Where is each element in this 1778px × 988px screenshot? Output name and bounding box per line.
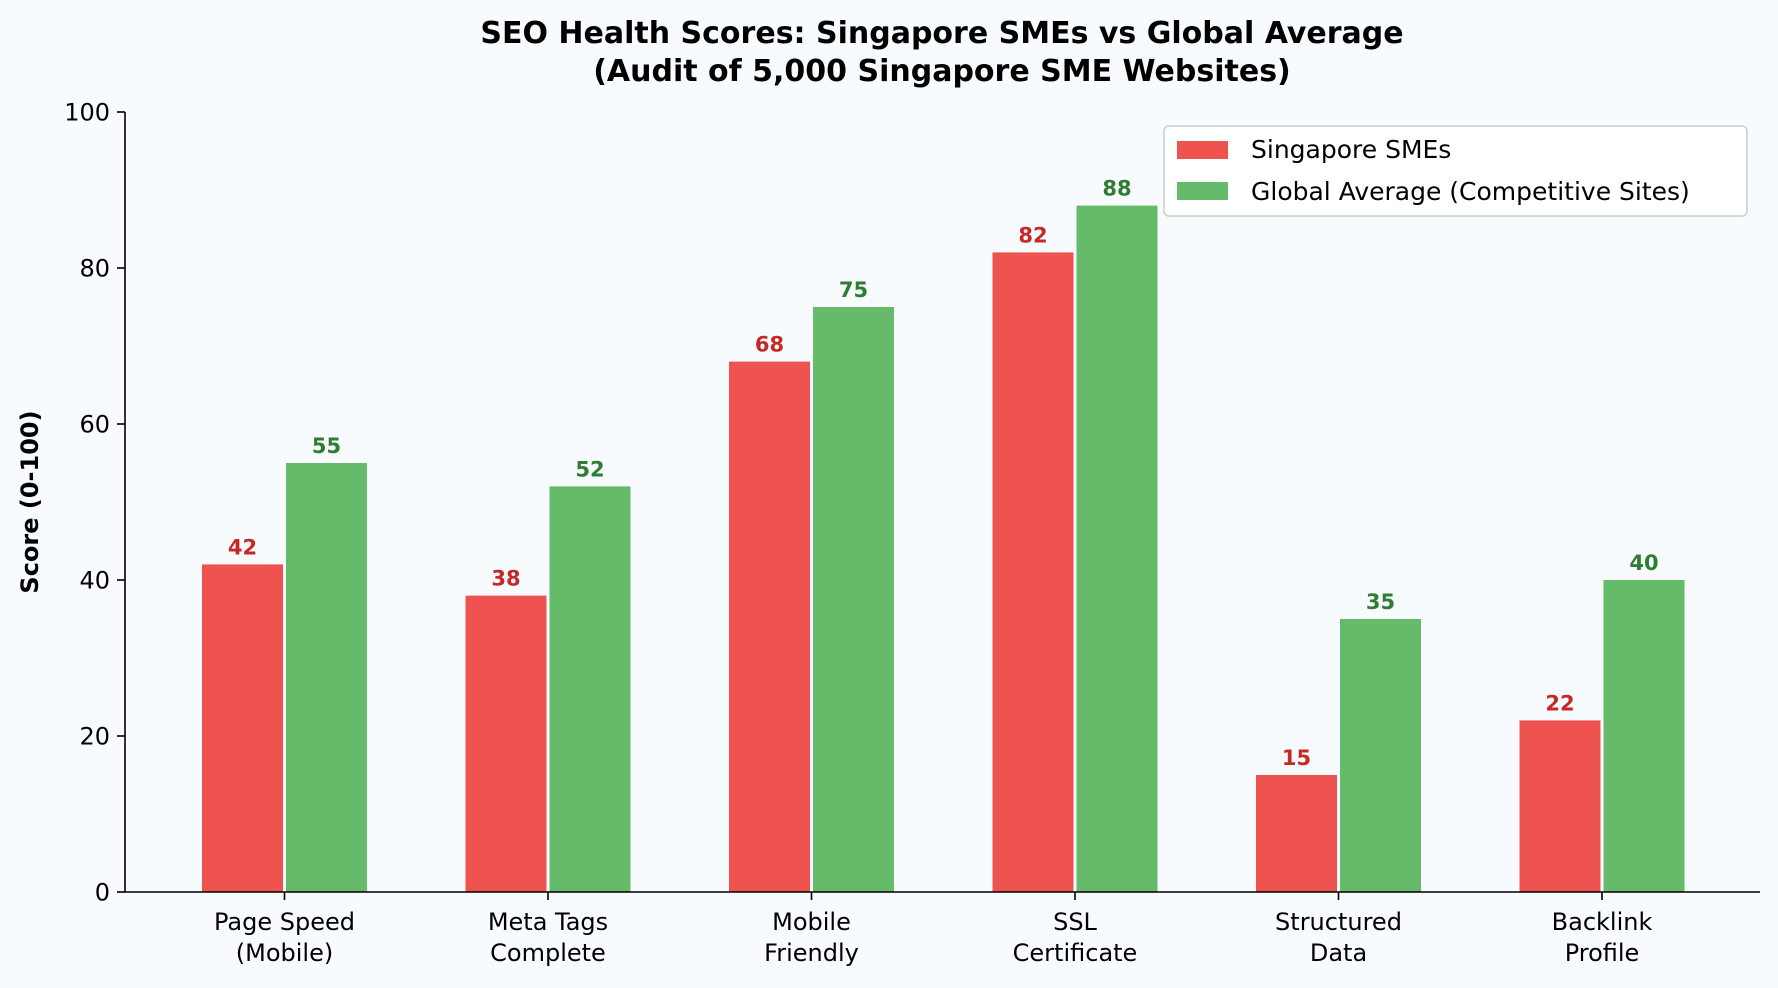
bar-label-singapore-smes-backlink-profile: 22 [1545, 691, 1574, 715]
y-tick-label-40: 40 [79, 567, 110, 595]
x-tick-label-page-speed-mobile-line-1: Page Speed [214, 908, 355, 936]
y-tick-label-100: 100 [64, 99, 110, 127]
chart-title-line-2: (Audit of 5,000 Singapore SME Websites) [593, 54, 1291, 89]
bar-singapore-smes-meta-tags-complete [465, 595, 547, 892]
bar-singapore-smes-page-speed-mobile [202, 564, 283, 892]
bar-label-global-average-competitive-sites-structured-data: 35 [1366, 590, 1395, 614]
bar-label-global-average-competitive-sites-mobile-friendly: 75 [839, 278, 868, 302]
bar-global-average-competitive-sites-ssl-certificate [1076, 205, 1158, 893]
y-axis-label: Score (0-100) [16, 410, 44, 593]
bar-singapore-smes-backlink-profile [1519, 720, 1601, 892]
bar-global-average-competitive-sites-page-speed-mobile [286, 463, 367, 892]
x-tick-label-mobile-friendly-line-2: Friendly [764, 939, 859, 967]
bar-value-labels: 42 55 38 52 68 75 82 88 15 35 22 40 [228, 177, 1659, 770]
y-tick-label-0: 0 [95, 879, 110, 907]
y-axis-ticks: 0 20 40 60 80 100 [64, 99, 125, 907]
bar-global-average-competitive-sites-mobile-friendly [813, 307, 894, 892]
y-tick-label-80: 80 [79, 255, 110, 283]
legend: Singapore SMEs Global Average (Competiti… [1163, 125, 1748, 217]
bar-label-singapore-smes-page-speed-mobile: 42 [228, 535, 257, 559]
x-tick-label-structured-data-line-1: Structured [1275, 908, 1402, 936]
bar-label-singapore-smes-mobile-friendly: 68 [755, 333, 784, 357]
bar-label-global-average-competitive-sites-backlink-profile: 40 [1629, 551, 1658, 575]
bar-singapore-smes-structured-data [1256, 775, 1337, 892]
chart-title: SEO Health Scores: Singapore SMEs vs Glo… [480, 16, 1403, 89]
chart-title-line-1: SEO Health Scores: Singapore SMEs vs Glo… [480, 16, 1403, 51]
x-tick-label-ssl-certificate-line-1: SSL [1053, 908, 1097, 936]
x-tick-label-meta-tags-complete-line-2: Complete [490, 939, 606, 967]
bar-label-global-average-competitive-sites-page-speed-mobile: 55 [312, 434, 341, 458]
x-tick-label-mobile-friendly-line-1: Mobile [772, 908, 851, 936]
bar-singapore-smes-ssl-certificate [992, 252, 1074, 892]
legend-label-global-average: Global Average (Competitive Sites) [1251, 177, 1690, 206]
x-axis-ticks: Page Speed (Mobile) Meta Tags Complete Mobil… [214, 892, 1652, 967]
y-tick-label-60: 60 [79, 411, 110, 439]
bar-singapore-smes-mobile-friendly [729, 361, 810, 893]
bar-label-singapore-smes-meta-tags-complete: 38 [491, 567, 520, 591]
bar-global-average-competitive-sites-backlink-profile [1603, 580, 1685, 892]
y-tick-label-20: 20 [79, 723, 110, 751]
x-tick-label-ssl-certificate-line-2: Certificate [1013, 939, 1138, 967]
legend-box [1163, 125, 1748, 217]
x-tick-label-backlink-profile-line-2: Profile [1565, 939, 1640, 967]
bar-global-average-competitive-sites-meta-tags-complete [549, 486, 631, 892]
legend-label-singapore-smes: Singapore SMEs [1251, 135, 1451, 164]
bar-label-global-average-competitive-sites-ssl-certificate: 88 [1102, 177, 1131, 201]
legend-swatch-global-average [1177, 182, 1228, 200]
bar-label-global-average-competitive-sites-meta-tags-complete: 52 [575, 457, 604, 481]
bar-label-singapore-smes-ssl-certificate: 82 [1018, 223, 1047, 247]
bar-label-singapore-smes-structured-data: 15 [1282, 746, 1311, 770]
legend-swatch-singapore-smes [1177, 141, 1228, 159]
bar-global-average-competitive-sites-structured-data [1340, 619, 1421, 892]
x-tick-label-backlink-profile-line-1: Backlink [1552, 908, 1653, 936]
x-tick-label-page-speed-mobile-line-2: (Mobile) [236, 939, 333, 967]
x-tick-label-structured-data-line-2: Data [1310, 939, 1367, 967]
x-tick-label-meta-tags-complete-line-1: Meta Tags [488, 908, 608, 936]
bars [202, 205, 1685, 893]
